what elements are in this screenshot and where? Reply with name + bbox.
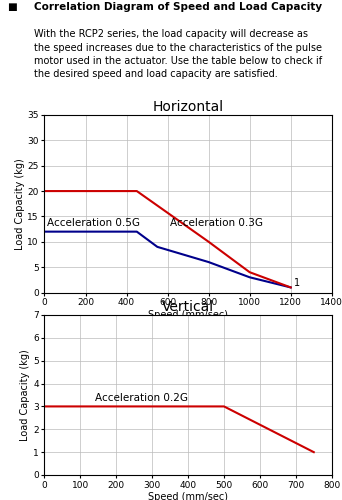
Text: With the RCP2 series, the load capacity will decrease as
the speed increases due: With the RCP2 series, the load capacity … [34,30,322,79]
X-axis label: Speed (mm/sec): Speed (mm/sec) [148,310,228,320]
Text: Correlation Diagram of Speed and Load Capacity: Correlation Diagram of Speed and Load Ca… [34,2,322,12]
Text: Acceleration 0.3G: Acceleration 0.3G [170,218,263,228]
X-axis label: Speed (mm/sec): Speed (mm/sec) [148,492,228,500]
Text: Acceleration 0.2G: Acceleration 0.2G [95,393,188,403]
Y-axis label: Load Capacity (kg): Load Capacity (kg) [15,158,25,250]
Text: 1: 1 [294,278,300,288]
Y-axis label: Load Capacity (kg): Load Capacity (kg) [21,349,30,441]
Title: Horizontal: Horizontal [153,100,224,114]
Title: Vertical: Vertical [162,300,214,314]
Text: Acceleration 0.5G: Acceleration 0.5G [47,218,140,228]
Text: ■: ■ [7,2,17,12]
